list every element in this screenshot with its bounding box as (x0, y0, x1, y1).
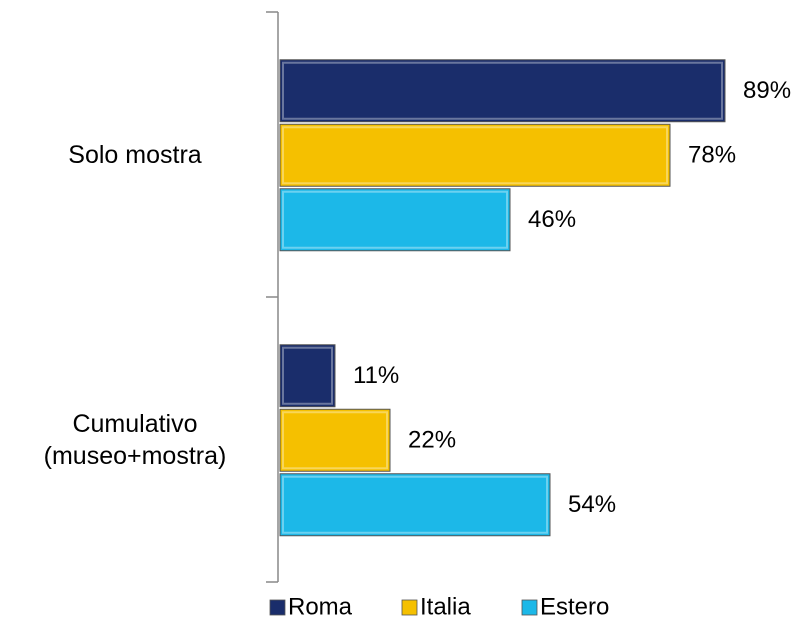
data-label: 78% (688, 142, 736, 169)
bar-bevel (282, 61, 723, 120)
bar (279, 59, 726, 123)
category-label: Cumulativo (museo+mostra) (43, 409, 227, 470)
bar-bevel (282, 190, 508, 249)
bar-bevel (282, 126, 668, 185)
bar (279, 344, 336, 408)
data-label: 22% (408, 427, 456, 454)
data-label: 89% (743, 77, 791, 104)
bar (279, 408, 391, 472)
legend-swatch (269, 599, 286, 616)
data-label: 54% (568, 491, 616, 518)
legend-label: Estero (540, 593, 609, 620)
data-label: 46% (528, 206, 576, 233)
bar-bevel (282, 346, 333, 405)
legend-swatch (401, 599, 418, 616)
legend-swatch (521, 599, 538, 616)
bar (279, 123, 671, 187)
bar-bevel (282, 475, 548, 534)
bar (279, 188, 511, 252)
legend-label: Italia (420, 593, 471, 620)
bar (279, 473, 551, 537)
data-label: 11% (353, 362, 399, 389)
bar-bevel (282, 411, 388, 470)
category-label: Solo mostra (68, 140, 202, 169)
legend-label: Roma (288, 593, 353, 620)
